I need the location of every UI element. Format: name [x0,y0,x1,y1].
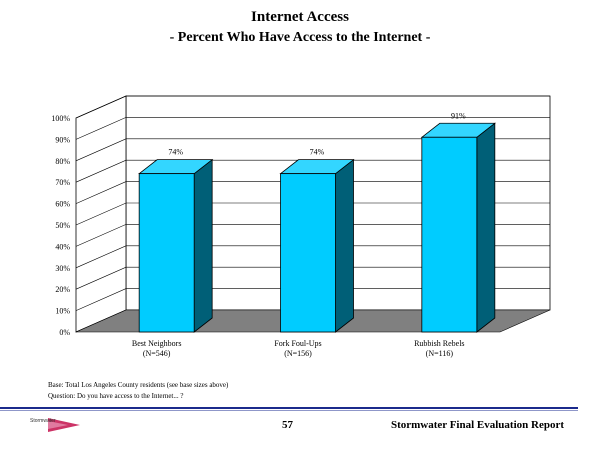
gridline [75,138,550,162]
bar-side [476,122,496,333]
gridline [75,202,550,226]
data-label: 74% [310,148,325,157]
footer-rule [0,407,578,409]
gridline [75,245,550,269]
bar [138,173,195,333]
x-tick-label: Fork Foul-Ups [274,339,321,348]
y-tick-label: 80% [55,157,70,166]
bar-side [335,158,354,333]
y-tick-label: 60% [55,200,70,209]
gridline [75,224,550,247]
chart-subtitle: - Percent Who Have Access to the Interne… [169,30,431,45]
bar-chart: 0% 10% 20% 30% 40% 50% 60% 70% 80% 90% 100% 74% Best… [51,95,551,358]
logo-text: Stormwater [30,418,56,424]
y-tick-label: 50% [55,221,70,230]
question-note: Question: Do you have access to the Inte… [48,392,184,400]
x-tick-size-label: (N=156) [284,349,312,358]
y-tick-label: 100% [51,114,70,123]
report-title: Stormwater Final Evaluation Report [390,419,564,431]
y-tick-label: 20% [55,285,70,294]
gridline [75,266,550,290]
bar [421,136,478,333]
y-tick-label: 10% [55,307,70,316]
gridline [75,181,550,204]
footer-rule-thin [0,410,578,411]
y-tick-label: 90% [55,135,70,144]
gridline [75,117,550,140]
y-tick-label: 0% [59,328,70,337]
logo-icon [48,418,80,432]
bar-side [193,158,213,333]
chart-title: Internet Access [251,9,349,25]
y-tick-label: 40% [55,242,70,251]
gridline [75,288,550,311]
data-label: 91% [451,111,466,120]
x-tick-label: Rubbish Rebels [414,339,464,348]
x-tick-size-label: (N=546) [143,349,171,358]
x-tick-label: Best Neighbors [132,339,182,348]
gridline [75,159,550,183]
x-tick-size-label: (N=116) [426,349,454,358]
y-tick-label: 30% [55,264,70,273]
bar [280,173,336,333]
y-tick-label: 70% [55,178,70,187]
page-number: 57 [282,419,293,431]
gridline [75,95,550,119]
data-label: 74% [168,148,183,157]
base-note: Base: Total Los Angeles County residents… [48,381,229,389]
